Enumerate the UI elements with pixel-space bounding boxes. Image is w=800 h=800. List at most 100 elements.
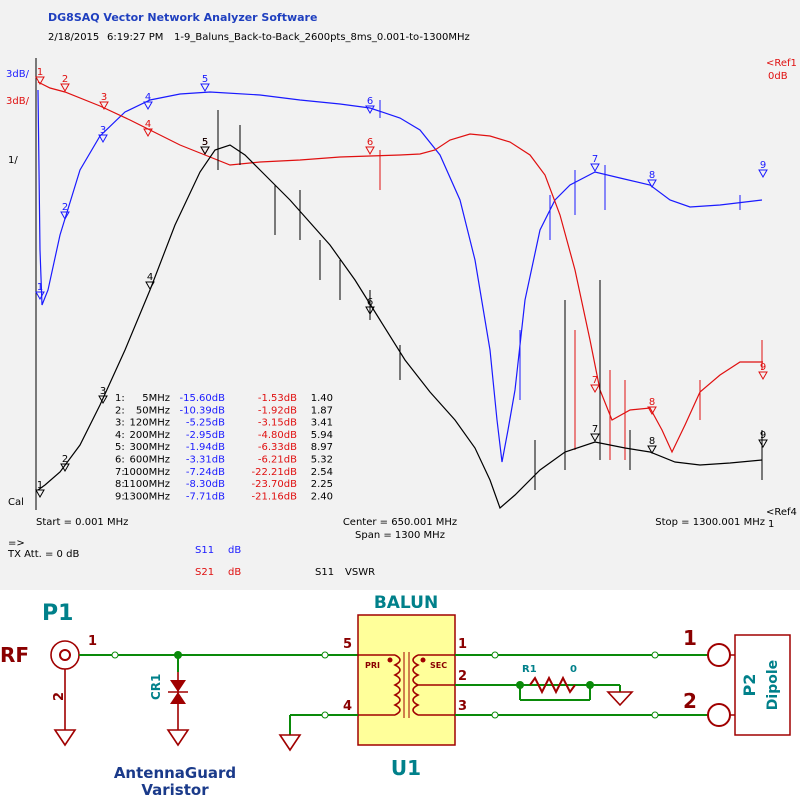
ground xyxy=(166,729,190,747)
ref-top-value: 0dB xyxy=(768,71,788,82)
marker-number: 3 xyxy=(100,125,106,136)
marker-cell: -21.16dB xyxy=(252,491,298,502)
marker-cell: 1.40 xyxy=(311,393,333,404)
marker-cell: 1: xyxy=(115,393,125,404)
marker-number: 1 xyxy=(37,480,43,491)
marker-triangle xyxy=(758,439,768,449)
marker-cell: 3: xyxy=(115,418,125,429)
marker-cell: -3.15dB xyxy=(258,418,297,429)
p1-pin: 1 xyxy=(88,634,97,649)
node xyxy=(651,711,659,719)
node xyxy=(491,711,499,719)
date: 2/18/2015 xyxy=(48,32,99,43)
r1-ref: R1 xyxy=(522,664,537,675)
marker-triangle xyxy=(60,83,70,93)
marker-cell: 1000MHz xyxy=(123,467,170,478)
marker-cell: 2.40 xyxy=(311,491,333,502)
marker-cell: 120MHz xyxy=(130,418,170,429)
marker-number: 8 xyxy=(649,170,655,181)
marker-triangle xyxy=(647,445,657,455)
start-freq: Start = 0.001 MHz xyxy=(36,517,128,528)
marker-cell: -8.30dB xyxy=(186,479,225,490)
span: Span = 1300 MHz xyxy=(355,530,445,541)
ref-bottom: <Ref4 xyxy=(766,507,797,518)
marker-cell: 1100MHz xyxy=(123,479,170,490)
marker-number: 8 xyxy=(649,436,655,447)
marker-number: 5 xyxy=(202,137,208,148)
marker-triangle xyxy=(590,433,600,443)
marker-triangle xyxy=(98,134,108,144)
marker-triangle xyxy=(143,128,153,138)
marker-triangle xyxy=(145,281,155,291)
node xyxy=(651,651,659,659)
r1-value: 0 xyxy=(570,664,577,675)
marker-cell: -6.33dB xyxy=(258,442,297,453)
marker-number: 4 xyxy=(147,272,153,283)
ref-top: <Ref1 xyxy=(766,58,797,69)
schematic: P1 RF 1 2 CR1 AntennaGuard Varistor BALU… xyxy=(0,593,791,799)
marker-cell: -7.24dB xyxy=(186,467,225,478)
marker-triangle xyxy=(758,371,768,381)
stop-freq: Stop = 1300.001 MHz xyxy=(655,517,765,528)
marker-number: 6 xyxy=(367,96,373,107)
ground xyxy=(278,734,302,752)
secondary-coil xyxy=(412,654,455,716)
marker-triangle xyxy=(590,163,600,173)
p1-label: RF xyxy=(0,643,29,667)
marker-triangle xyxy=(35,291,45,301)
marker-cell: 2: xyxy=(115,405,125,416)
marker-cell: 5.32 xyxy=(311,455,333,466)
marker-triangle xyxy=(365,146,375,156)
primary-coil xyxy=(358,654,401,716)
scale-s21: 3dB/ xyxy=(6,96,30,107)
marker-cell: -2.95dB xyxy=(186,430,225,441)
connector-pin xyxy=(59,649,71,661)
marker-cell: -1.53dB xyxy=(258,393,297,404)
marker-triangle xyxy=(35,76,45,86)
dot xyxy=(387,657,393,663)
dot xyxy=(420,657,426,663)
marker-number: 7 xyxy=(592,424,598,435)
marker-cell: 2.25 xyxy=(311,479,333,490)
marker-number: 3 xyxy=(101,92,107,103)
ref-bottom-value: 1 xyxy=(768,519,774,530)
legend-unit: dB xyxy=(228,567,241,578)
marker-triangle xyxy=(98,395,108,405)
marker-cell: -4.80dB xyxy=(258,430,297,441)
legend-trace: S11 xyxy=(315,567,334,578)
s11-vswr-trace xyxy=(37,144,763,510)
balun-value: BALUN xyxy=(374,593,438,613)
marker-cell: 300MHz xyxy=(130,442,170,453)
marker-table: 1: 5MHz -15.60dB -1.53dB 1.40 2: 50MHz -10.39dB… xyxy=(115,393,333,502)
scale-s11: 3dB/ xyxy=(6,69,30,80)
legend-unit: dB xyxy=(228,545,241,556)
marker-triangle xyxy=(647,179,657,189)
p2-ref: P2 xyxy=(740,674,759,697)
marker-cell: -23.70dB xyxy=(252,479,298,490)
node xyxy=(321,711,329,719)
center-freq: Center = 650.001 MHz xyxy=(343,517,457,528)
resistor xyxy=(529,675,576,695)
marker-number: 1 xyxy=(37,67,43,78)
marker-number: 4 xyxy=(145,119,151,130)
marker-number: 2 xyxy=(62,74,68,85)
marker-cell: -1.94dB xyxy=(186,442,225,453)
marker-cell: 6: xyxy=(115,455,125,466)
marker-cell: 3.41 xyxy=(311,418,333,429)
cr1-desc: AntennaGuard xyxy=(114,764,236,782)
marker-cell: 4: xyxy=(115,430,125,441)
marker-number: 9 xyxy=(760,430,766,441)
p2-pin-label: 2 xyxy=(683,689,697,713)
marker-number: 7 xyxy=(592,154,598,165)
balun-pin: 2 xyxy=(458,669,467,684)
cr1-desc: Varistor xyxy=(141,781,209,799)
sec-label: SEC xyxy=(430,661,447,670)
time: 6:19:27 PM xyxy=(107,32,163,43)
marker-triangle xyxy=(365,105,375,115)
marker-cell: 8: xyxy=(115,479,125,490)
file-name: 1-9_Baluns_Back-to-Back_2600pts_8ms_0.00… xyxy=(174,32,470,43)
marker-number: 2 xyxy=(62,454,68,465)
marker-cell: 600MHz xyxy=(130,455,170,466)
marker-cell: -15.60dB xyxy=(180,393,226,404)
pri-label: PRI xyxy=(365,661,380,670)
